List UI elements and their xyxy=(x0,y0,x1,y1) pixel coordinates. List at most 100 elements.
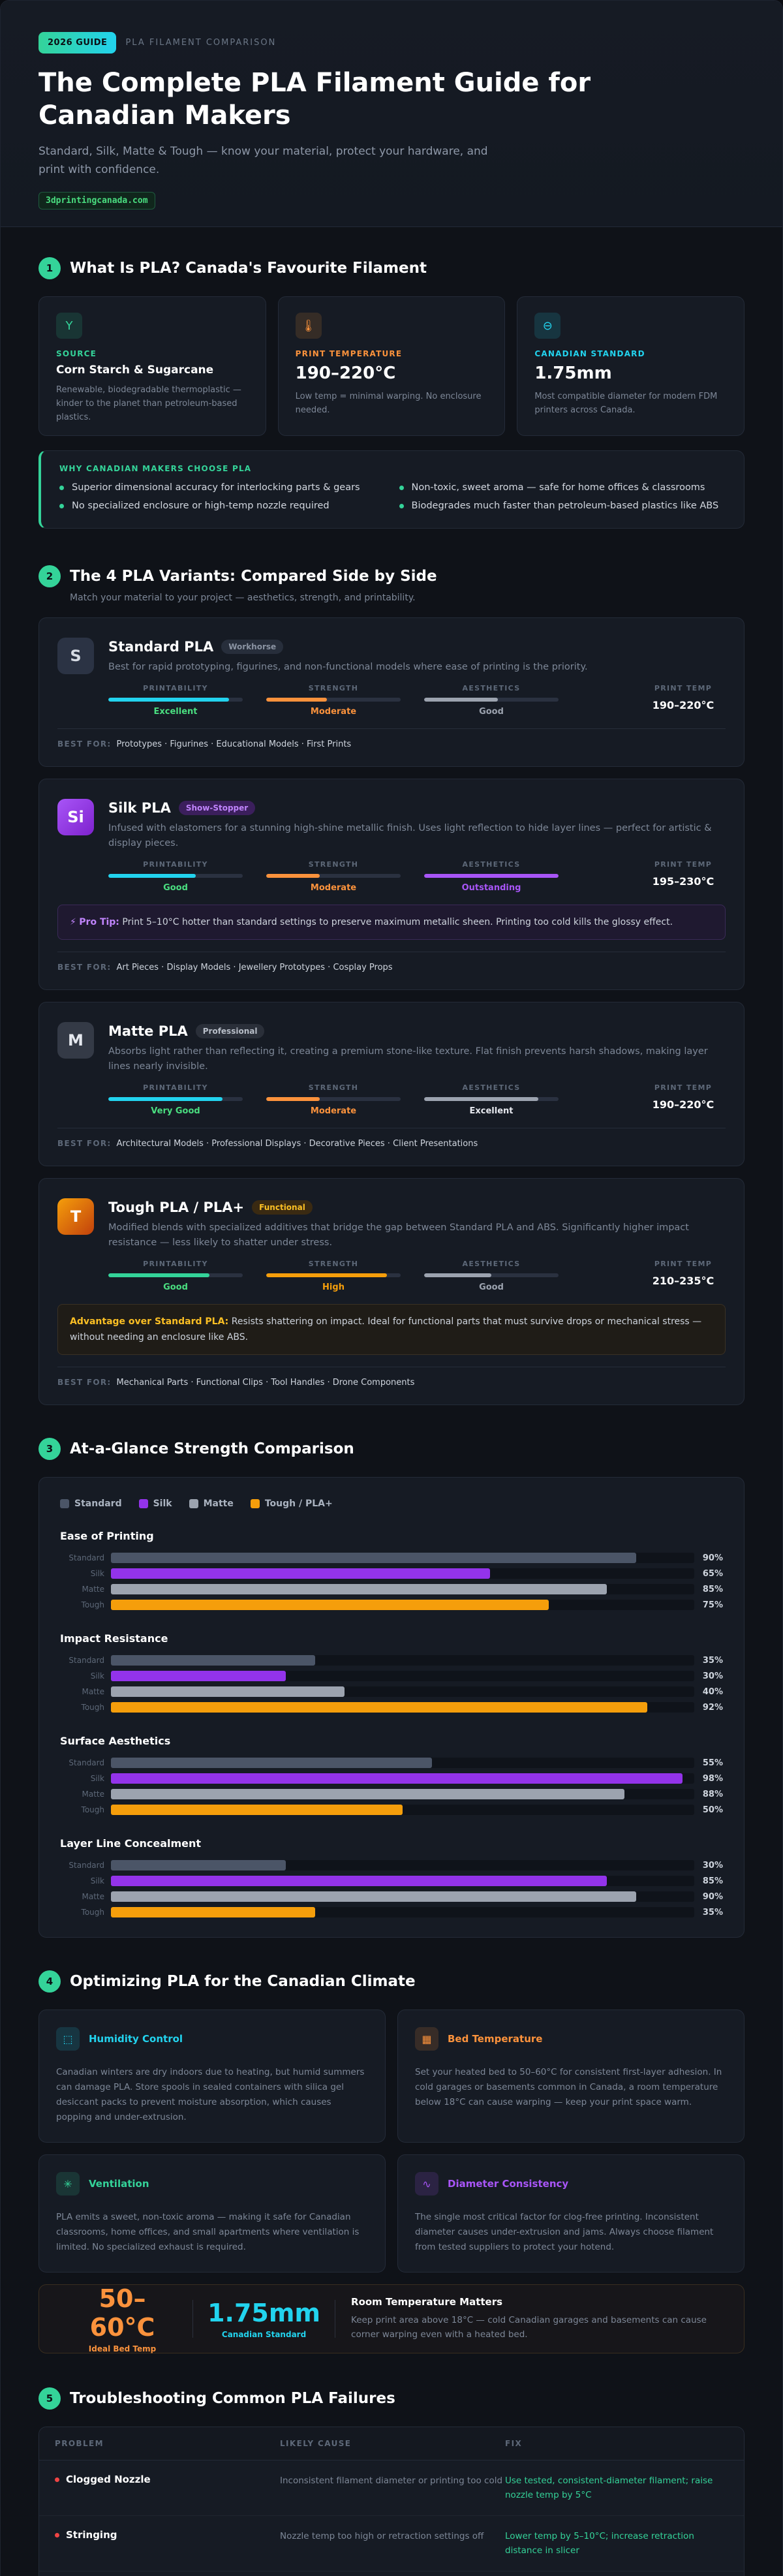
chart-bar-track xyxy=(111,1600,694,1610)
metric-value: High xyxy=(322,1282,345,1292)
fact-desc: Low temp = minimal warping. No enclosure… xyxy=(295,392,482,415)
metric-bar xyxy=(266,1097,401,1101)
chart-bar-track xyxy=(111,1789,694,1799)
best-for-list: Mechanical Parts · Functional Clips · To… xyxy=(116,1378,415,1388)
lightbulb-icon: ⚡ xyxy=(70,917,80,927)
metric-aesthetics: AESTHETICS Good xyxy=(424,1260,559,1292)
legend-label: Matte xyxy=(203,1498,234,1509)
chart-value-label: 88% xyxy=(702,1789,723,1799)
why-item: Superior dimensional accuracy for interl… xyxy=(59,482,386,493)
domain-link[interactable]: 3dprintingcanada.com xyxy=(38,192,155,209)
climate-card-desc: The single most critical factor for clog… xyxy=(415,2212,714,2252)
metric-label: PRINTABILITY xyxy=(143,684,208,692)
problem-cell: Clogged Nozzle xyxy=(55,2474,280,2502)
climate-card-title: Diameter Consistency xyxy=(448,2178,569,2190)
why-text: No specialized enclosure or high-temp no… xyxy=(72,501,330,511)
metric-label: AESTHETICS xyxy=(462,1260,521,1268)
fact-card: ⊖ CANADIAN STANDARD 1.75mm Most compatible … xyxy=(517,296,745,436)
table-row xyxy=(39,2571,744,2576)
hero-header: 2026 GUIDE PLA FILAMENT COMPARISON The C… xyxy=(1,1,782,227)
chart-row-label: Silk xyxy=(90,1569,104,1578)
best-for-label: BEST FOR: xyxy=(57,1378,112,1387)
chart-bar-row: Standard 35% xyxy=(60,1653,723,1668)
chart-bar xyxy=(111,1876,607,1886)
chart-bar xyxy=(111,1600,549,1610)
metric-label: AESTHETICS xyxy=(462,1083,521,1092)
legend-swatch xyxy=(250,1499,260,1508)
chart-bar-track xyxy=(111,1907,694,1917)
fact-label: CANADIAN STANDARD xyxy=(534,349,645,358)
chart-value-label: 85% xyxy=(702,1876,723,1886)
legend-item: Standard xyxy=(60,1498,122,1509)
metric-label: PRINTABILITY xyxy=(143,1083,208,1092)
legend-item: Silk xyxy=(138,1498,172,1509)
chart-row-label: Matte xyxy=(82,1790,105,1799)
bullet-dot xyxy=(399,503,404,508)
metric-label: STRENGTH xyxy=(308,1083,359,1092)
metric-bar xyxy=(424,698,559,702)
climate-card: ⬚ Humidity Control Canadian winters are dr… xyxy=(38,2010,386,2143)
stat-value: 50–60°C xyxy=(89,2284,155,2342)
best-for-list: Prototypes · Figurines · Educational Mod… xyxy=(116,739,352,749)
metric-value: Good xyxy=(163,1282,188,1292)
chart-bar xyxy=(111,1568,491,1579)
chart-group-title: Ease of Printing xyxy=(60,1530,154,1542)
variant-card: M Matte PLA Professional Absorbs light rath… xyxy=(38,1002,745,1166)
table-row: Stringing Nozzle temp too high or retract… xyxy=(39,2516,744,2571)
variant-badge: Professional xyxy=(195,1024,265,1038)
metric-label: PRINTABILITY xyxy=(143,1260,208,1268)
chart-bar xyxy=(111,1671,286,1681)
metric-bar xyxy=(108,874,243,878)
chart-group: Impact Resistance Standard 35% Silk 30% Matte… xyxy=(60,1632,723,1715)
why-text: Biodegrades much faster than petroleum-b… xyxy=(411,501,719,511)
metric-label: STRENGTH xyxy=(308,1260,359,1268)
legend-swatch xyxy=(138,1499,148,1508)
bullet-dot xyxy=(59,503,64,508)
chart-group: Ease of Printing Standard 90% Silk 65% Matte 8… xyxy=(60,1530,723,1613)
thermometer-icon: 🌡 xyxy=(295,313,322,339)
section-title: The 4 PLA Variants: Compared Side by Sid… xyxy=(70,568,437,585)
climate-card-title: Humidity Control xyxy=(89,2033,183,2045)
fact-label: SOURCE xyxy=(56,349,97,358)
chart-row-label: Standard xyxy=(69,1656,104,1665)
variant-name: Matte PLA xyxy=(108,1023,188,1039)
variant-avatar: S xyxy=(57,638,94,674)
chart-bar-row: Matte 88% xyxy=(60,1786,723,1802)
section-number: 4 xyxy=(38,1970,61,1993)
best-for: BEST FOR: Architectural Models · Professi… xyxy=(57,1139,726,1149)
metric-strength: STRENGTH High xyxy=(266,1260,401,1292)
metric-bar xyxy=(266,874,401,878)
chart-bar-row: Standard 30% xyxy=(60,1857,723,1873)
alert-dot xyxy=(55,2533,59,2537)
chart-bar xyxy=(111,1655,315,1666)
chart-row-label: Standard xyxy=(69,1861,104,1870)
variant-name: Silk PLA xyxy=(108,800,171,816)
metric-strength: STRENGTH Moderate xyxy=(266,1083,401,1116)
fact-desc: Most compatible diameter for modern FDM … xyxy=(534,392,718,415)
metric-value: Moderate xyxy=(310,883,357,893)
metric-bar-fill xyxy=(108,1097,223,1101)
variant-tip: ⚡ Pro Tip: Print 5–10°C hotter than stan… xyxy=(57,905,726,940)
chart-bar-track xyxy=(111,1891,694,1902)
section-what-is-pla: 1 What Is PLA? Canada's Favourite Filame… xyxy=(1,227,782,529)
alert-dot xyxy=(55,2477,59,2482)
why-text: Non-toxic, sweet aroma — safe for home o… xyxy=(411,482,705,493)
problem-name: Stringing xyxy=(66,2529,117,2541)
best-for-list: Art Pieces · Display Models · Jewellery … xyxy=(116,963,393,972)
stat-value: 1.75mm xyxy=(207,2299,321,2327)
tip-text: Resists shattering on impact. Ideal for … xyxy=(70,1316,702,1342)
chart-value-label: 75% xyxy=(702,1600,723,1610)
legend-label: Silk xyxy=(153,1498,172,1509)
heated-bed-icon: ▦ xyxy=(415,2027,438,2051)
chart-value-label: 90% xyxy=(702,1553,723,1563)
metric-value: Good xyxy=(479,707,504,717)
metric-bar xyxy=(266,1273,401,1277)
chart-bar xyxy=(111,1907,315,1917)
variant-avatar: T xyxy=(57,1198,94,1235)
metric-bar-fill xyxy=(266,1273,388,1277)
cause-cell: Nozzle temp too high or retraction setti… xyxy=(280,2531,484,2541)
chart-value-label: 85% xyxy=(702,1584,723,1594)
chart-bar-row: Silk 85% xyxy=(60,1873,723,1889)
room-temp-note: Room Temperature Matters Keep print area… xyxy=(338,2296,728,2342)
metric-aesthetics: AESTHETICS Excellent xyxy=(424,1083,559,1116)
